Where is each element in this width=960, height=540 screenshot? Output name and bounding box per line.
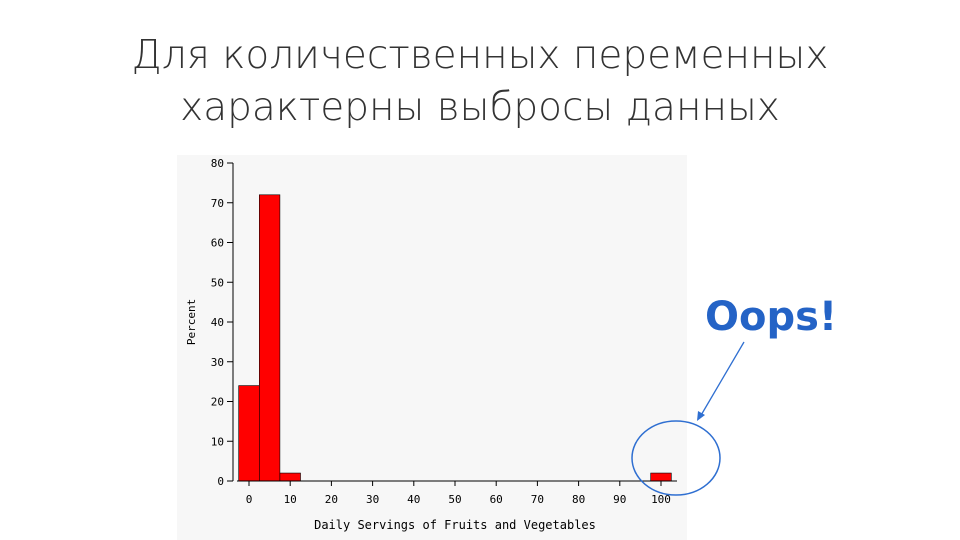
oops-callout: Oops!	[705, 294, 838, 340]
y-tick-label: 70	[211, 197, 224, 210]
histogram-bar	[650, 472, 672, 482]
x-axis-label: Daily Servings of Fruits and Vegetables	[314, 518, 596, 532]
histogram-bar	[259, 194, 281, 482]
y-tick-label: 10	[211, 435, 224, 448]
histogram-bar	[279, 472, 301, 482]
y-tick-label: 30	[211, 356, 224, 369]
y-tick-label: 50	[211, 276, 224, 289]
bars-group	[238, 194, 672, 482]
y-tick-label: 40	[211, 316, 224, 329]
x-axis: 0 10 20 30 40 50 60 70 80 90 100	[246, 481, 671, 506]
histogram-bar	[238, 385, 260, 482]
y-tick-label: 60	[211, 237, 224, 250]
x-tick-label: 80	[572, 493, 585, 506]
y-axis-label: Percent	[185, 299, 198, 345]
x-tick-label: 30	[366, 493, 379, 506]
histogram-panel: 0 10 20 30 40 50 60 70 80 0 10 20 30 40 50 60 70 80 90 100…	[177, 155, 687, 540]
title-line-2: характерны выбросы данных	[180, 85, 780, 130]
x-tick-label: 90	[613, 493, 626, 506]
y-tick-label: 20	[211, 396, 224, 409]
x-tick-label: 70	[531, 493, 544, 506]
y-tick-label: 0	[217, 475, 224, 488]
x-tick-label: 50	[448, 493, 461, 506]
x-tick-label: 40	[407, 493, 420, 506]
x-tick-label: 0	[246, 493, 253, 506]
callout-arrowhead	[697, 411, 705, 421]
x-tick-label: 10	[284, 493, 297, 506]
y-tick-label: 80	[211, 157, 224, 170]
title-line-1: Для количественных переменных	[131, 33, 829, 78]
histogram-chart: 0 10 20 30 40 50 60 70 80 0 10 20 30 40 50 60 70 80 90 100…	[185, 157, 677, 532]
x-tick-label: 60	[490, 493, 503, 506]
x-tick-label: 100	[651, 493, 671, 506]
callout-arrow-line	[699, 341, 745, 418]
x-tick-label: 20	[325, 493, 338, 506]
slide-title: Для количественных переменных характерны…	[80, 30, 880, 134]
y-axis: 0 10 20 30 40 50 60 70 80	[211, 157, 233, 488]
